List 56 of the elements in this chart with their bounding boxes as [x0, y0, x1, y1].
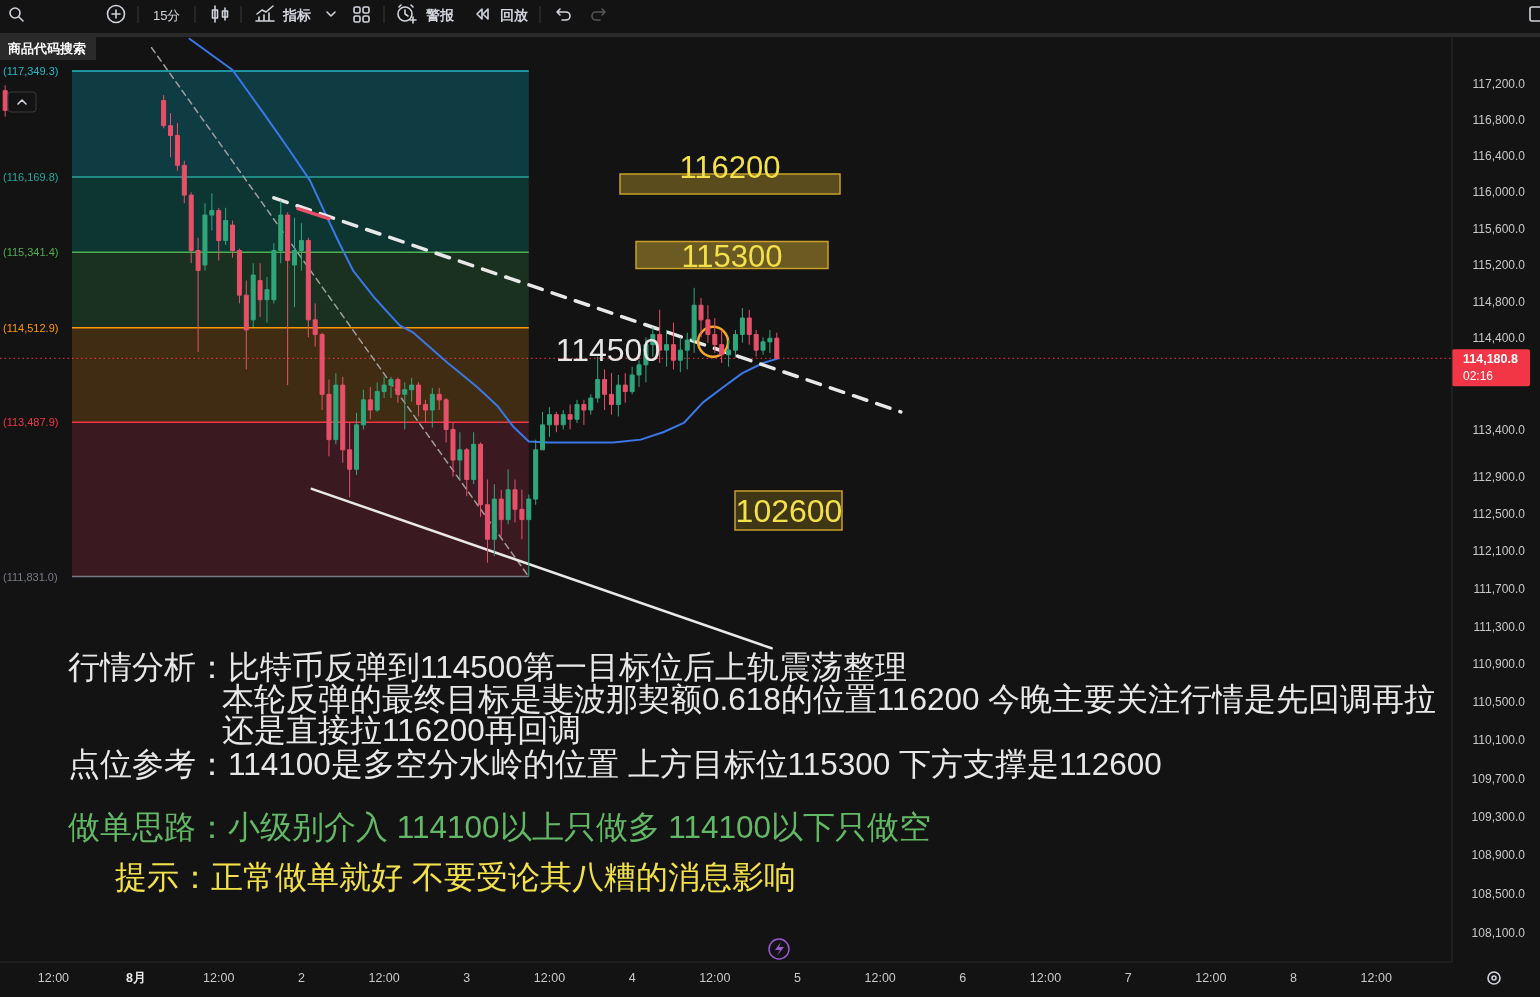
x-tick-label: 12:00: [37, 971, 70, 985]
x-tick-label: 12:00: [699, 971, 731, 985]
y-tick-label: 108,100.0: [1471, 925, 1526, 940]
y-tick-label: 111,700.0: [1473, 581, 1526, 596]
annotation: 点位参考：114100是多空分水岭的位置 上方目标位115300 下方支撑是112600: [68, 746, 1162, 782]
annotation: 提示：正常做单就好 不要受论其八糟的消息影响: [115, 859, 796, 895]
x-tick-label: 12:00: [533, 971, 566, 985]
y-tick-label: 114,800.0: [1472, 294, 1526, 309]
y-tick-label: 108,500.0: [1471, 887, 1526, 902]
x-tick-label: 3: [463, 971, 471, 985]
y-tick-label: 109,700.0: [1471, 771, 1526, 786]
x-tick-label: 4: [628, 971, 636, 985]
y-tick-label: 111,300.0: [1473, 619, 1526, 634]
y-tick-label: 115,200.0: [1472, 258, 1526, 273]
annotation: 商品代码搜索: [7, 41, 86, 56]
x-tick-label: 12:00: [203, 971, 235, 985]
y-tick-label: 113,400.0: [1472, 423, 1526, 438]
y-tick-label: 115,600.0: [1472, 221, 1526, 236]
x-tick-label: 12:00: [1195, 971, 1227, 985]
y-tick-label: 114,400.0: [1472, 331, 1526, 346]
x-tick-label: 12:00: [1029, 971, 1062, 985]
text: 15分: [153, 7, 181, 23]
ref-line-label: (111,831.0): [3, 570, 58, 583]
x-tick-label: 2: [297, 971, 305, 985]
ref-line-label: (117,349.3): [3, 65, 59, 77]
x-tick-label: 5: [794, 971, 801, 985]
y-tick-label: 112,900.0: [1472, 469, 1526, 484]
ref-line-label: (115,341.4): [3, 246, 59, 259]
y-tick-label: 117,200.0: [1472, 77, 1526, 92]
text: 指标: [282, 7, 311, 23]
x-tick-label: 12:00: [864, 971, 896, 985]
y-tick-label: 116,800.0: [1472, 113, 1526, 128]
y-tick-label: 109,300.0: [1471, 809, 1526, 824]
x-tick-label: 12:00: [1360, 971, 1392, 985]
y-tick-label: 110,500.0: [1472, 695, 1526, 710]
x-tick-label: 8月: [126, 971, 147, 985]
x-tick-label: 12:00: [368, 971, 400, 985]
x-tick-label: 8: [1290, 971, 1298, 985]
ref-line-label: (114,512.9): [3, 321, 59, 334]
text: 回放: [500, 7, 529, 23]
y-tick-label: 110,900.0: [1472, 657, 1526, 672]
annotation: 115300: [681, 239, 783, 274]
text: 警报: [425, 7, 455, 23]
y-tick-label: 116,000.0: [1472, 185, 1526, 200]
y-tick-label: 116,400.0: [1472, 149, 1526, 164]
y-tick-label: 112,500.0: [1472, 507, 1526, 522]
ref-line-label: 114,180.8: [1463, 352, 1518, 367]
y-tick-label: 110,100.0: [1472, 733, 1526, 748]
y-tick-label: 108,900.0: [1471, 848, 1526, 863]
y-tick-label: 112,100.0: [1472, 544, 1526, 559]
text: 02:16: [1463, 369, 1494, 383]
ref-line-label: (113,487.9): [3, 416, 59, 429]
x-tick-label: 6: [959, 971, 967, 985]
x-tick-label: 7: [1124, 971, 1132, 985]
annotation: 做单思路：小级别介入 114100以上只做多 114100以下只做空: [68, 809, 932, 845]
ref-line-label: (116,169.8): [3, 171, 59, 184]
